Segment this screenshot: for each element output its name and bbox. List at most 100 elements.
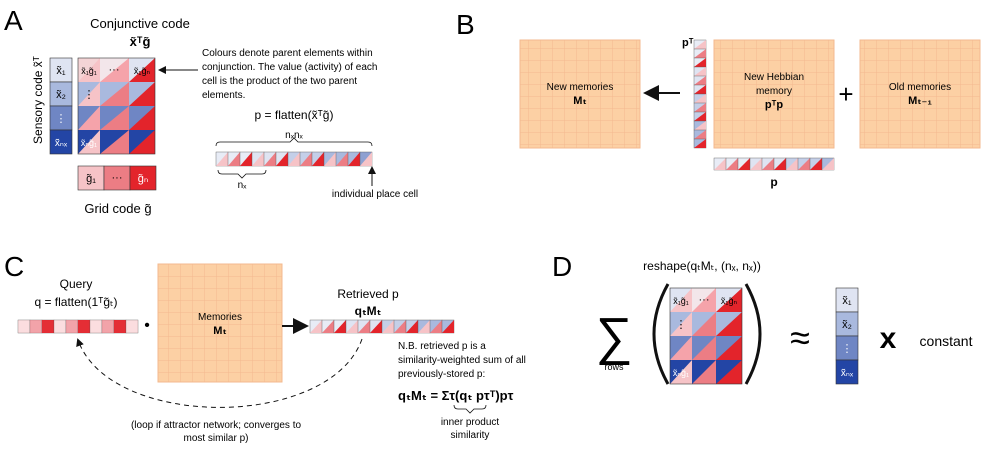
brace-top [215, 137, 373, 147]
hebbian-box [713, 39, 835, 149]
vector-cell [239, 151, 253, 167]
loop-note: (loop if attractor network; converges to [131, 420, 302, 431]
inner-product-label: similarity [451, 430, 490, 441]
panel-b: B New memories Mₜ pᵀ New Hebbian memory … [456, 9, 981, 189]
p-vector-a [215, 151, 373, 167]
old-memories-sym: Mₜ₋₁ [908, 95, 932, 107]
vector-cell [335, 151, 349, 167]
vector-cell [693, 93, 707, 104]
panel-a-note: Colours denote parent elements within co… [202, 48, 377, 101]
vector-cell [369, 319, 383, 334]
vector-cell [41, 319, 55, 334]
vector-cell [693, 66, 707, 77]
new-memories-sym: Mₜ [573, 95, 586, 107]
plus-sign: + [838, 79, 853, 109]
vector-cell [725, 157, 739, 171]
grid-row: g̃₁ ··· g̃ₙ [77, 165, 157, 191]
vector-cell [693, 75, 707, 86]
old-memories-box [859, 39, 981, 149]
conj-formula: x̃ᵀg̃ [130, 34, 151, 49]
new-memories-label: New memories [547, 82, 614, 93]
panel-a: A Conjunctive code x̃ᵀg̃ Sensory code x̃… [4, 5, 418, 216]
vector-cell [713, 157, 727, 171]
vector-cell [693, 111, 707, 122]
vector-cell [227, 151, 241, 167]
d-column: x̃₁ x̃₂ ⋮ x̃ₙₓ [835, 287, 859, 385]
vector-cell [797, 157, 811, 171]
vector-cell [761, 157, 775, 171]
d-column-cell: x̃₁ [842, 295, 852, 307]
c-note: N.B. retrieved p is a [398, 341, 486, 352]
p-vector-b-horizontal [713, 157, 835, 171]
inner-product-label: inner product [441, 417, 500, 428]
matrix-label: ··· [109, 64, 120, 76]
matrix-label: x̃₁g̃ₙ [134, 66, 151, 76]
loop-note: most similar p) [183, 433, 248, 444]
d-column-cell: x̃ₙₓ [841, 368, 854, 379]
p-vector-b-vertical [693, 39, 707, 149]
place-cell-label: individual place cell [332, 189, 418, 200]
brace-ng [217, 169, 267, 179]
vector-cell [77, 319, 91, 334]
conj-title: Conjunctive code [90, 16, 190, 31]
d-matrix-label: x̃ₙg̃₁ [673, 368, 689, 378]
vector-cell [263, 151, 277, 167]
vector-cell [693, 120, 707, 131]
d-column-cell: ⋮ [842, 343, 853, 355]
dot-operator: • [144, 317, 150, 334]
pT-label: pᵀ [682, 37, 694, 49]
query-title: Query [60, 277, 93, 291]
sum-formula: qₜMₜ = Στ(qₜ pτᵀ)pτ [398, 388, 514, 403]
memories-label: Memories [198, 312, 242, 323]
hebbian-label: memory [756, 86, 792, 97]
p-label: p [770, 175, 777, 189]
vector-cell [323, 151, 337, 167]
vector-cell [65, 319, 79, 334]
hebbian-sym: pᵀp [765, 99, 783, 111]
note-line: conjunction. The value (activity) of eac… [202, 62, 377, 73]
grid-cell: ··· [112, 172, 123, 184]
vector-cell [215, 151, 229, 167]
vector-cell [393, 319, 407, 334]
approx-sign: ≈ [790, 317, 810, 358]
vector-cell [405, 319, 419, 334]
vector-cell [309, 319, 323, 334]
grid-cell: g̃₁ [86, 173, 96, 185]
hebbian-label: New Hebbian [744, 72, 804, 83]
note-line: Colours denote parent elements within [202, 48, 373, 59]
d-matrix-label: x̃₁g̃ₙ [721, 296, 738, 306]
vector-cell [125, 319, 139, 334]
panel-a-letter: A [4, 5, 23, 36]
vector-cell [693, 57, 707, 68]
panel-b-letter: B [456, 9, 475, 40]
query-formula: q = flatten(1ᵀg̃ₜ) [34, 295, 117, 309]
note-line: cell is the product of the two parent [202, 76, 357, 87]
memories-sym: Mₜ [213, 325, 226, 337]
new-memories-box [519, 39, 641, 149]
vector-cell [287, 151, 301, 167]
rows-label: rows [604, 362, 624, 372]
loop-arrow [76, 338, 363, 408]
vector-cell [29, 319, 43, 334]
query-vector [17, 319, 139, 334]
vector-cell [441, 319, 455, 334]
old-memories-label: Old memories [889, 82, 951, 93]
c-note: similarity-weighted sum of all [398, 355, 526, 366]
vector-cell [357, 319, 371, 334]
vector-cell [821, 157, 835, 171]
sensory-cell: x̃ₙₓ [55, 138, 68, 149]
sensory-cell: x̃₂ [56, 89, 66, 101]
vector-cell [809, 157, 823, 171]
paren-left [652, 283, 670, 385]
sigma: ∑ [595, 308, 632, 366]
paren-right [744, 283, 762, 385]
vector-cell [311, 151, 325, 167]
vector-cell [275, 151, 289, 167]
panel-d-letter: D [552, 251, 572, 282]
vector-cell [737, 157, 751, 171]
vector-cell [359, 151, 373, 167]
vector-cell [693, 48, 707, 59]
d-matrix: x̃₁g̃₁ ··· x̃₁g̃ₙ ⋮ x̃ₙg̃₁ [669, 287, 743, 385]
sensory-label: Sensory code x̃ᵀ [31, 56, 45, 144]
